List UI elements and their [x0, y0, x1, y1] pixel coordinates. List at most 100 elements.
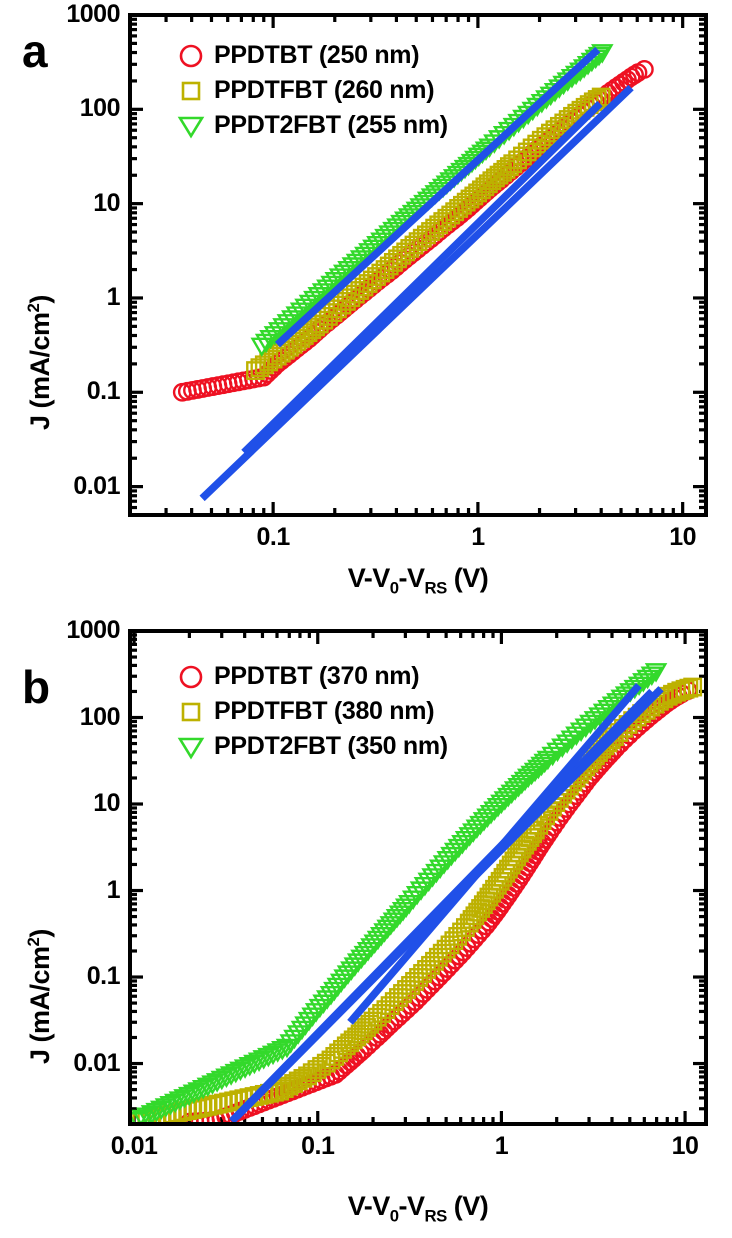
- data-point-triangle: [324, 272, 348, 292]
- data-point-triangle: [191, 1079, 215, 1100]
- circle-marker-icon: [168, 41, 214, 71]
- square-marker-icon: [168, 697, 214, 727]
- x-label-pre: V-V: [347, 563, 391, 593]
- x-label-mid: -V: [398, 563, 426, 593]
- data-point-triangle: [224, 1063, 248, 1084]
- x-tick-label: 10: [669, 523, 697, 551]
- panel-a-x-axis-label: V-V0-VRS (V): [348, 563, 489, 598]
- data-point-triangle: [130, 1112, 150, 1124]
- y-tick-label: 0.1: [86, 377, 121, 406]
- data-point-triangle: [328, 268, 352, 288]
- legend-item-label: PPDTFBT (260 nm): [214, 76, 435, 104]
- data-point-triangle: [307, 287, 330, 307]
- data-point-triangle: [320, 275, 343, 296]
- data-point-square: [357, 1018, 376, 1037]
- panel-b-x-axis-label: V-V0-VRS (V): [348, 1191, 489, 1226]
- data-point-triangle: [196, 1077, 220, 1098]
- legend-item-label: PPDTBT (370 nm): [214, 662, 420, 690]
- series-square: [246, 87, 611, 380]
- data-series: [172, 44, 654, 402]
- data-point-triangle: [145, 1102, 168, 1123]
- data-point-triangle: [493, 791, 517, 811]
- y-tick-label: 10: [93, 188, 120, 217]
- data-point-triangle: [486, 797, 510, 818]
- data-point-triangle: [243, 1054, 266, 1075]
- data-point-triangle: [636, 669, 659, 690]
- data-point-square: [496, 160, 516, 179]
- panel-b-letter: b: [22, 661, 50, 713]
- data-point-triangle: [233, 1059, 257, 1079]
- x-tick-label: 0.1: [301, 1132, 335, 1160]
- y-tick-label: 0.01: [73, 1048, 120, 1077]
- data-point-triangle: [201, 1075, 224, 1095]
- data-point-triangle: [555, 734, 579, 754]
- legend-item-label: PPDT2FBT (350 nm): [214, 732, 448, 760]
- data-point-triangle: [546, 742, 569, 763]
- data-point-square: [350, 1024, 370, 1044]
- x-label-sub2: RS: [424, 578, 448, 598]
- circle-marker-icon: [168, 662, 214, 692]
- data-point-triangle: [472, 812, 496, 832]
- x-tick-label: 1: [494, 1132, 509, 1160]
- data-point-square: [347, 1027, 367, 1047]
- fit-lines: [229, 682, 664, 1124]
- x-label-sub1: 0: [389, 1206, 399, 1226]
- fit-ppdtfbt: [241, 100, 603, 456]
- y-tick-label: 10: [93, 789, 120, 817]
- x-tick-label: 1: [471, 523, 485, 551]
- data-point-triangle: [289, 302, 313, 322]
- y-tick-label: 1: [106, 875, 121, 904]
- data-point-triangle: [483, 801, 506, 821]
- data-point-triangle: [588, 707, 611, 727]
- data-point-triangle: [250, 337, 274, 358]
- data-point-triangle: [579, 714, 602, 735]
- data-point-square: [683, 677, 703, 697]
- plot-frame-overlay: [128, 13, 708, 517]
- y-tick-label: 0.1: [86, 962, 121, 991]
- data-point-triangle: [210, 1070, 234, 1091]
- x-label-sub2: RS: [424, 1206, 448, 1226]
- data-point-triangle: [247, 1052, 271, 1072]
- data-point-triangle: [257, 1047, 280, 1068]
- x-tick-label: 0.01: [110, 1132, 158, 1160]
- data-point-triangle: [490, 794, 513, 815]
- data-point-triangle: [261, 1045, 285, 1066]
- fit-lines: [199, 46, 634, 502]
- data-point-triangle: [632, 673, 655, 693]
- x-label-pre: V-V: [347, 1191, 391, 1221]
- data-point-triangle: [259, 329, 282, 350]
- x-tick-label: 10: [671, 1132, 699, 1160]
- series-triangle-down: [130, 663, 668, 1124]
- data-point-triangle: [294, 298, 317, 319]
- data-point-triangle: [469, 815, 492, 836]
- data-point-triangle: [182, 1084, 206, 1105]
- data-point-triangle: [311, 283, 335, 303]
- data-point-triangle: [316, 279, 339, 299]
- data-point-triangle: [150, 1100, 173, 1121]
- data-point-triangle: [569, 722, 593, 742]
- data-point-triangle: [583, 711, 607, 731]
- data-point-square: [525, 820, 545, 840]
- data-point-triangle: [497, 787, 520, 808]
- plot-frame-overlay: [128, 629, 708, 1126]
- data-point-triangle: [252, 1050, 275, 1070]
- data-point-triangle: [154, 1098, 178, 1118]
- legend-item-label: PPDTBT (250 nm): [214, 41, 420, 69]
- data-point-triangle: [168, 1091, 192, 1111]
- x-label-mid: -V: [398, 1191, 426, 1221]
- data-point-triangle: [560, 730, 584, 750]
- x-label-sub1: 0: [389, 578, 399, 598]
- data-point-triangle: [281, 310, 304, 330]
- y-tick-label: 1000: [66, 616, 120, 644]
- data-point-triangle: [254, 333, 278, 354]
- legend-item-label: PPDT2FBT (255 nm): [214, 111, 448, 139]
- panel-a: a J (mA/cm2) V-V0-VRS (V) PPDTBT (250 nm…: [22, 0, 708, 598]
- data-point-triangle: [159, 1096, 182, 1116]
- y-tick-label: 0.01: [73, 471, 120, 500]
- data-point-triangle: [272, 318, 295, 338]
- data-point-triangle: [640, 666, 664, 686]
- data-point-triangle: [533, 753, 556, 774]
- data-point-triangle: [271, 1040, 294, 1061]
- panel-b: b J (mA/cm2) V-V0-VRS (V) PPDTBT (370 nm…: [0, 616, 732, 1238]
